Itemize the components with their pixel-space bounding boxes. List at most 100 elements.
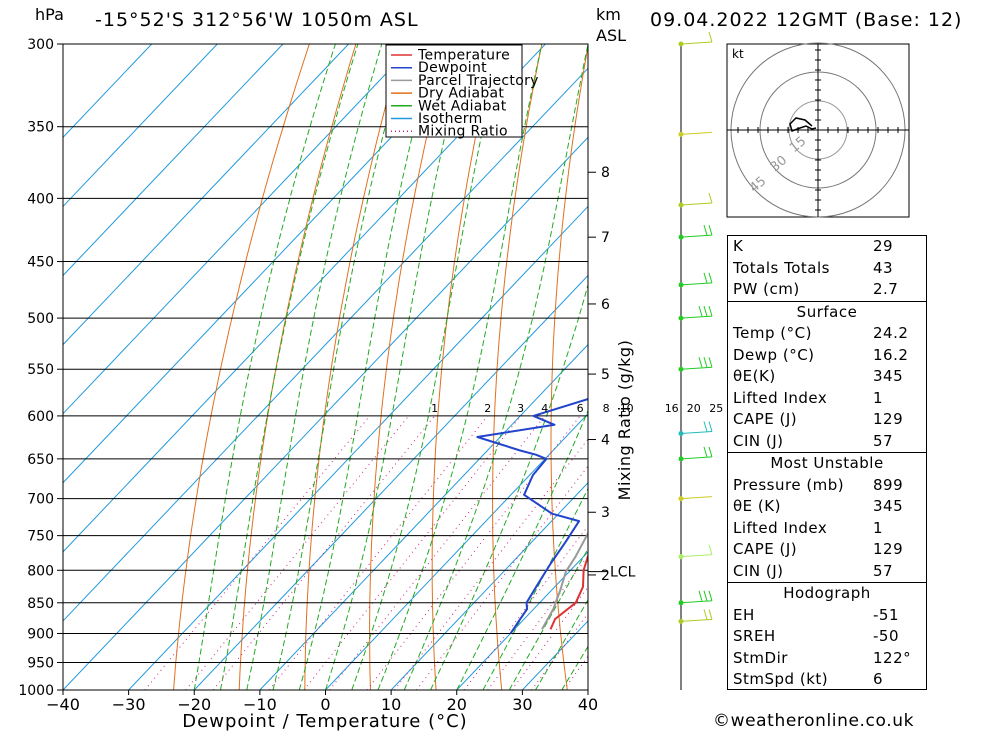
- lcl-label: LCL: [610, 565, 636, 581]
- temperature-tick-label: −30: [112, 695, 146, 714]
- isotherm-line: [63, 44, 218, 208]
- mixing-ratio-value-label: 16: [665, 402, 679, 415]
- row-value: 129: [873, 540, 904, 558]
- temperature-tick-label: −20: [177, 695, 211, 714]
- isotherm-line: [193, 274, 588, 690]
- copyright-notice: ©weatheronline.co.uk: [713, 711, 915, 731]
- table-row: Totals Totals 43: [728, 258, 926, 280]
- row-value: 16.2: [873, 345, 909, 364]
- wind-barb-shaft: [680, 554, 713, 558]
- x-axis-title: Dewpoint / Temperature (°C): [182, 711, 467, 732]
- row-value: 1: [873, 518, 884, 537]
- row-value: 57: [873, 561, 894, 580]
- pressure-tick-label: 850: [27, 596, 54, 612]
- mixing-ratio-value-label: 10: [620, 402, 634, 415]
- mixing-ratio-line: [185, 415, 410, 690]
- mixing-ratio-line: [366, 415, 581, 690]
- pressure-unit-label: hPa: [35, 5, 64, 24]
- wet-adiabat-line: [351, 44, 503, 690]
- table-row: CAPE (J) 129: [728, 409, 926, 431]
- isotherm-line: [63, 136, 588, 690]
- km-tick-label: 4: [601, 433, 610, 449]
- mixing-ratio-axis-title: Mixing Ratio (g/kg): [615, 340, 634, 501]
- km-tick-label: 6: [601, 297, 610, 313]
- wind-barb-feather: [708, 446, 713, 458]
- pressure-tick-label: 550: [27, 362, 54, 378]
- asl-unit-label: ASL: [596, 26, 626, 45]
- mixing-ratio-value-label: 2: [484, 402, 491, 415]
- isotherm-line: [63, 44, 546, 553]
- wind-barb-feather: [708, 357, 713, 368]
- km-tick-label: 8: [601, 165, 610, 181]
- row-value: 2.7: [873, 280, 899, 298]
- row-key: Totals Totals: [733, 258, 830, 277]
- row-value: 345: [873, 497, 904, 515]
- mixing-ratio-value-label: 1: [431, 402, 438, 415]
- wind-barb-feather: [703, 225, 708, 236]
- table-row: Dewp (°C) 16.2: [728, 345, 926, 367]
- station-title: -15°52'S 312°56'W 1050m ASL: [95, 9, 419, 31]
- pressure-tick-label: 700: [27, 492, 54, 508]
- table-row: Lifted Index 1: [728, 518, 926, 540]
- dry-adiabat-line: [431, 44, 496, 690]
- legend-box: [385, 44, 523, 138]
- km-tick-label: 3: [601, 505, 610, 521]
- most-unstable-table: Pressure (mb) 899 θE (K) 345 Lifted Index 1 CA…: [728, 475, 926, 583]
- wind-barb-feather: [708, 192, 713, 204]
- table-row: CIN (J) 57: [728, 561, 926, 583]
- temperature-axis-labels: −40 −30 −20 −10 0 10 20 30 40: [46, 690, 598, 714]
- wet-adiabat-line: [298, 44, 436, 690]
- row-key: CAPE (J): [733, 410, 798, 428]
- wind-barb-feather: [708, 305, 713, 317]
- row-value: 43: [873, 258, 894, 277]
- most-unstable-header: Most Unstable: [770, 454, 884, 472]
- pressure-tick-label: 1000: [18, 683, 54, 699]
- table-row: Temp (°C) 24.2: [728, 323, 926, 345]
- table-row: CAPE (J) 129: [728, 539, 926, 561]
- km-axis: 8 7 6 5 4 3 2 LCL: [587, 44, 636, 690]
- isotherm-line: [390, 482, 588, 690]
- row-key: PW (cm): [733, 280, 800, 298]
- wind-barb-shaft: [680, 131, 713, 135]
- wind-barb-shaft: [680, 315, 713, 319]
- row-key: CIN (J): [733, 561, 784, 580]
- pressure-tick-label: 500: [27, 311, 54, 327]
- pressure-tick-label: 650: [27, 452, 54, 468]
- wet-adiabat-line: [482, 487, 588, 690]
- pressure-tick-label: 400: [27, 191, 54, 207]
- row-key: Lifted Index: [733, 388, 828, 407]
- wind-barb-feather: [708, 590, 713, 601]
- temperature-tick-label: 0: [320, 695, 330, 714]
- row-value: 57: [873, 431, 894, 450]
- wind-barb-shaft: [680, 456, 713, 460]
- wet-adiabat-line: [246, 44, 383, 690]
- valid-date: 09.04.2022 12GMT (Base: 12): [650, 9, 963, 31]
- dry-adiabat-line: [961, 44, 1000, 690]
- wind-barb-feather: [708, 272, 713, 284]
- temperature-tick-label: 20: [447, 695, 467, 714]
- table-row: StmSpd (kt) 6: [728, 669, 926, 691]
- table-row: PW (cm) 2.7: [728, 279, 926, 301]
- mixing-ratio-line: [303, 415, 521, 690]
- isobars: [63, 43, 588, 691]
- wind-barb-feather: [703, 609, 708, 620]
- row-key: StmSpd (kt): [733, 670, 829, 688]
- mixing-ratio-value-label: 25: [709, 402, 723, 415]
- indices-table: K 29 Totals Totals 43 PW (cm) 2.7: [728, 236, 926, 301]
- row-key: Temp (°C): [733, 324, 812, 342]
- wet-adiabat-line: [325, 44, 468, 690]
- row-key: θE (K): [733, 497, 781, 515]
- table-row: θE(K) 345: [728, 366, 926, 388]
- row-key: K: [733, 237, 744, 255]
- row-key: EH: [733, 605, 755, 624]
- pressure-tick-label: 300: [27, 37, 54, 53]
- row-value: 899: [873, 475, 904, 494]
- temperature-tick-label: 10: [381, 695, 401, 714]
- wind-barb-feather: [708, 421, 713, 432]
- pressure-tick-label: 800: [27, 563, 54, 579]
- wind-barb-feather: [698, 305, 703, 317]
- wind-barb-shaft: [680, 431, 713, 435]
- row-key: Dewp (°C): [733, 345, 815, 364]
- isotherm-line: [63, 44, 284, 277]
- legend-entry-label: Temperature: [417, 48, 510, 64]
